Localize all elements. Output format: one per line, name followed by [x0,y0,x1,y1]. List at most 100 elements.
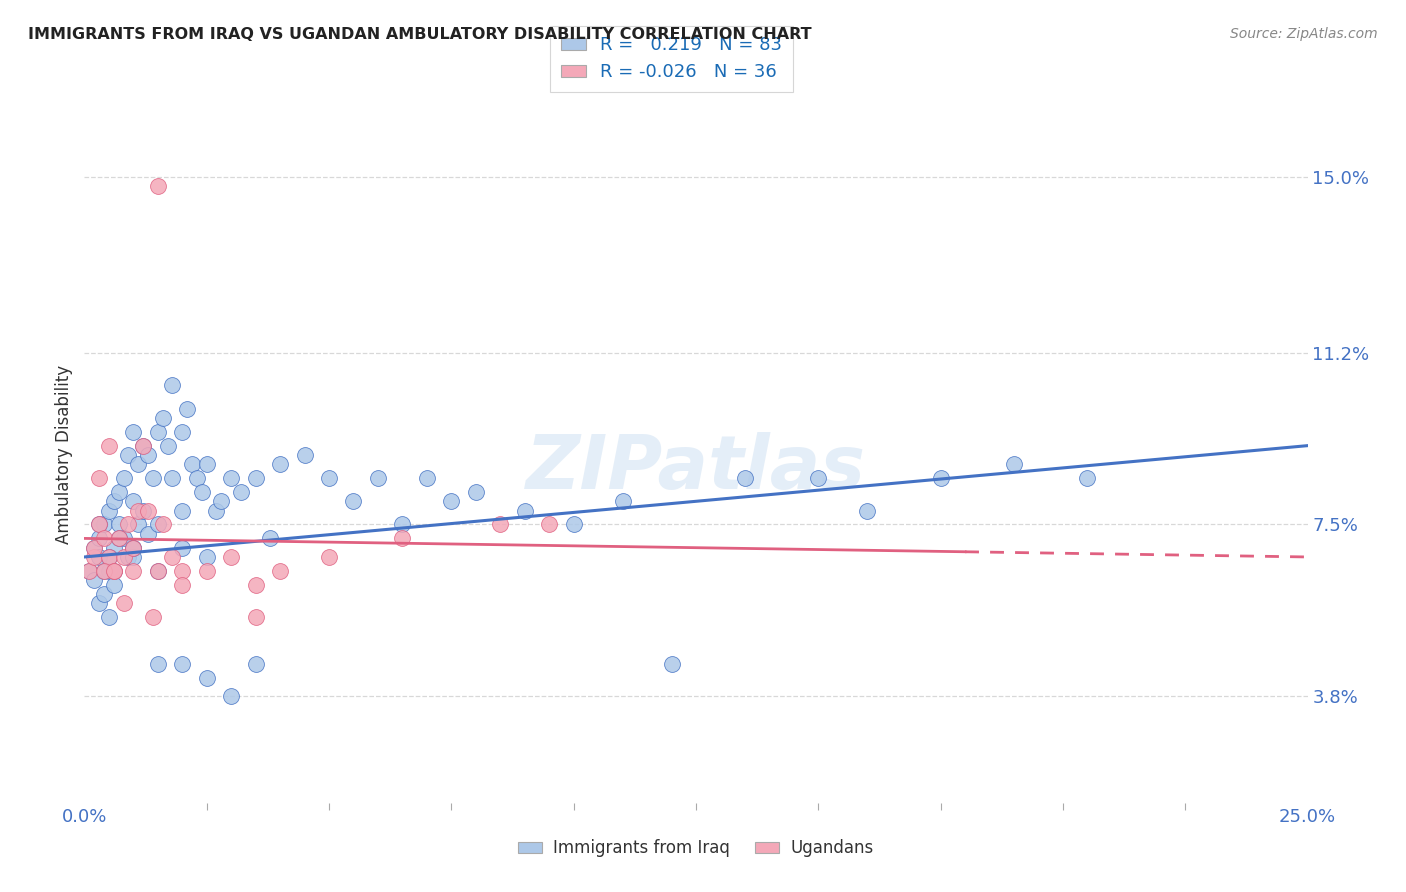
Point [97,439,120,453]
Point [93,532,115,546]
Point [538,517,561,532]
Point [103,564,125,578]
Point [245,578,267,592]
Point [269,457,291,471]
Point [172,541,194,555]
Point [269,564,291,578]
Point [661,657,683,671]
Point [146,178,169,193]
Y-axis label: Ambulatory Disability: Ambulatory Disability [55,366,73,544]
Point [219,689,242,703]
Point [464,485,486,500]
Point [391,532,413,546]
Point [562,517,585,532]
Point [146,657,169,671]
Point [117,517,139,532]
Point [107,532,129,546]
Point [367,471,389,485]
Point [117,448,139,462]
Point [117,549,139,564]
Point [259,532,281,546]
Text: Source: ZipAtlas.com: Source: ZipAtlas.com [1230,27,1378,41]
Point [156,439,179,453]
Point [152,517,174,532]
Point [245,471,267,485]
Point [734,471,756,485]
Point [122,494,145,508]
Text: ZIPatlas: ZIPatlas [526,433,866,506]
Point [195,671,218,685]
Point [209,494,232,508]
Point [127,517,149,532]
Point [83,549,105,564]
Point [1076,471,1098,485]
Point [77,564,100,578]
Point [112,471,135,485]
Point [87,596,110,610]
Point [489,517,512,532]
Point [97,610,120,624]
Point [112,532,135,546]
Point [612,494,634,508]
Point [122,541,145,555]
Point [93,564,115,578]
Point [176,401,198,416]
Point [83,541,105,555]
Point [1002,457,1025,471]
Point [807,471,830,485]
Point [83,541,105,555]
Point [97,549,120,564]
Point [127,503,149,517]
Point [97,503,120,517]
Point [87,517,110,532]
Point [83,573,105,587]
Point [342,494,364,508]
Legend: Immigrants from Iraq, Ugandans: Immigrants from Iraq, Ugandans [512,833,880,864]
Point [122,549,145,564]
Point [103,564,125,578]
Point [87,517,110,532]
Point [146,564,169,578]
Point [87,532,110,546]
Point [146,425,169,439]
Point [136,526,159,541]
Point [391,517,413,532]
Point [136,503,159,517]
Point [97,564,120,578]
Text: IMMIGRANTS FROM IRAQ VS UGANDAN AMBULATORY DISABILITY CORRELATION CHART: IMMIGRANTS FROM IRAQ VS UGANDAN AMBULATO… [28,27,811,42]
Point [318,549,340,564]
Point [172,425,194,439]
Point [77,564,100,578]
Point [122,541,145,555]
Point [186,471,208,485]
Point [136,448,159,462]
Point [93,517,115,532]
Point [107,532,129,546]
Point [127,457,149,471]
Point [929,471,952,485]
Point [132,439,155,453]
Point [146,517,169,532]
Point [152,410,174,425]
Point [245,610,267,624]
Point [103,564,125,578]
Point [97,549,120,564]
Point [112,596,135,610]
Point [195,549,218,564]
Point [87,471,110,485]
Point [103,541,125,555]
Point [93,564,115,578]
Point [856,503,879,517]
Point [162,549,184,564]
Point [245,657,267,671]
Point [132,503,155,517]
Point [318,471,340,485]
Point [103,494,125,508]
Point [112,549,135,564]
Point [122,425,145,439]
Point [195,457,218,471]
Point [440,494,463,508]
Point [132,439,155,453]
Point [205,503,228,517]
Point [416,471,439,485]
